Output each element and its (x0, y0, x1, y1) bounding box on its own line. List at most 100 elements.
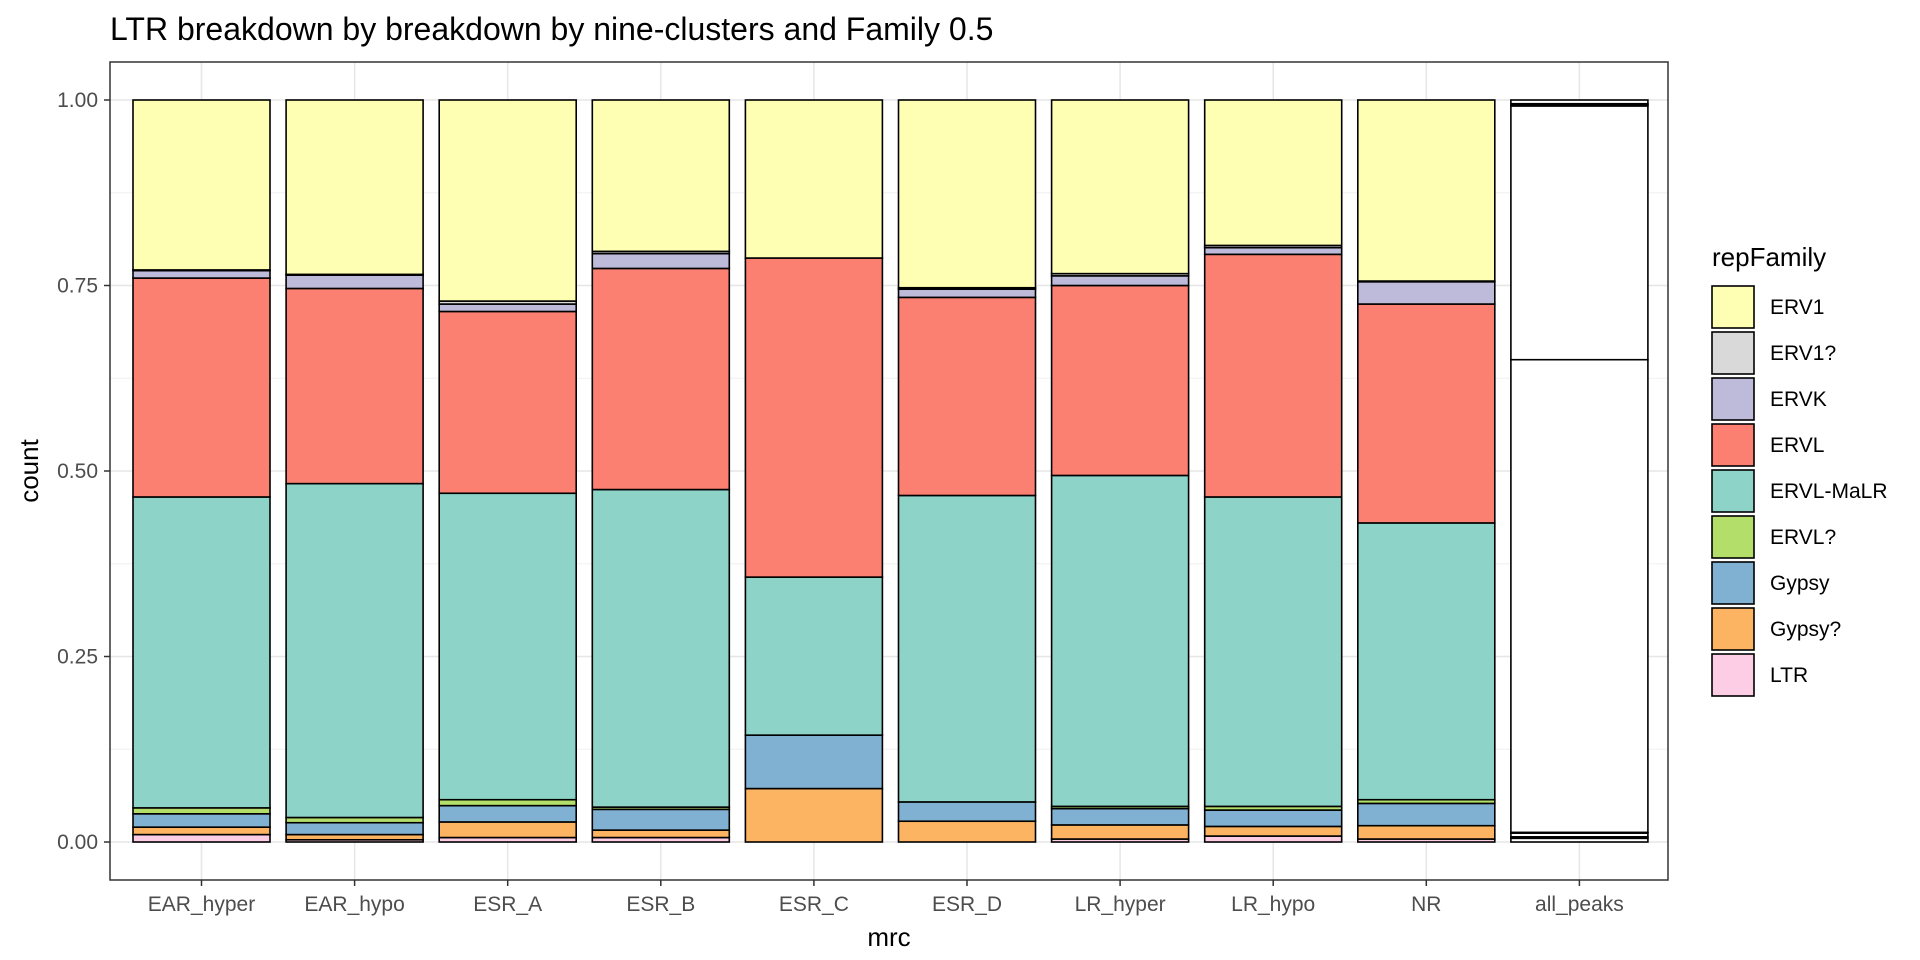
legend-item: ERV1 (1711, 285, 1824, 329)
legend-label: ERVL-MaLR (1770, 480, 1888, 503)
bar-segment-ervl-malr (897, 494, 1037, 803)
bar-stack-nr (1357, 99, 1496, 843)
bar-segment-ervl (744, 257, 884, 578)
bar-segment-ervl (897, 296, 1037, 497)
x-tick-label: EAR_hypo (304, 893, 404, 916)
legend-swatch (1711, 469, 1755, 513)
bar-segment-ltr (1203, 835, 1343, 843)
legend-swatch (1711, 377, 1755, 421)
y-axis-title: count (14, 438, 44, 502)
legend-title: repFamily (1712, 242, 1826, 272)
bar-segment-gypsy (897, 801, 1037, 823)
bar-segment-ervl-malr (1203, 496, 1343, 808)
legend-item: ERVL? (1711, 515, 1836, 559)
bar-segment-erv1 (744, 99, 884, 259)
y-tick-label: 0.00 (57, 831, 98, 854)
bar-segment-gypsy (438, 821, 578, 839)
legend-item: ERVL-MaLR (1711, 469, 1888, 513)
bar-segment-ervl (285, 287, 424, 485)
legend-label: ERVK (1770, 388, 1827, 411)
bar-segment-ervl (1357, 303, 1496, 524)
bar-stack-ear-hyper (132, 99, 271, 843)
x-axis-title: mrc (867, 922, 910, 952)
bar-segment-ervl (1510, 105, 1649, 361)
bar-segment-ervk (1357, 280, 1496, 305)
bar-segment-erv1 (1203, 99, 1343, 247)
bar-segment-ervl (438, 798, 578, 807)
bar-segment-erv1 (132, 99, 271, 271)
bar-stack-esr-c (744, 99, 884, 843)
legend-label: ERVL? (1770, 526, 1836, 549)
legend-swatch (1711, 423, 1755, 467)
bar-stack-esr-b (591, 99, 731, 843)
bar-segment-gypsy (744, 787, 884, 843)
bar-stack-esr-a (438, 99, 578, 843)
y-tick-label: 1.00 (57, 89, 98, 112)
legend-swatch (1711, 285, 1755, 329)
bar-segment-ervl (438, 310, 578, 495)
bar-stack-lr-hypo (1203, 99, 1343, 843)
bar-stack-lr-hyper (1050, 99, 1190, 843)
bar-segment-gypsy (132, 826, 271, 836)
bars (132, 99, 1649, 843)
bar-stack-ear-hypo (285, 99, 424, 843)
bar-segment-ervk (591, 252, 731, 270)
bar-segment-ervl (591, 267, 731, 491)
chart-title: LTR breakdown by breakdown by nine-clust… (110, 11, 993, 47)
x-tick-label: ESR_A (473, 893, 542, 916)
bar-segment-ervk (897, 288, 1037, 299)
legend-swatch (1711, 515, 1755, 559)
bar-segment-ervl (132, 277, 271, 498)
legend-item: LTR (1711, 653, 1808, 697)
bar-segment-ervl-malr (744, 576, 884, 736)
bar-segment-erv1 (591, 99, 731, 253)
legend-label: ERVL (1770, 434, 1824, 457)
y-axis: 0.00 0.25 0.50 0.75 1.00 (57, 89, 110, 854)
legend-item: Gypsy? (1711, 607, 1841, 651)
bar-segment-erv1 (1357, 99, 1496, 282)
bar-segment-ervl-malr (1510, 358, 1649, 834)
x-tick-label: ESR_B (626, 893, 695, 916)
bar-segment-ervk (1203, 246, 1343, 256)
legend-label: LTR (1770, 664, 1808, 687)
bar-stack-esr-d (897, 99, 1037, 843)
legend-item: ERVK (1711, 377, 1827, 421)
x-tick-label: all_peaks (1535, 893, 1624, 916)
bar-segment-ltr (132, 833, 271, 843)
bar-segment-ervk (132, 269, 271, 279)
x-tick-label: LR_hyper (1075, 893, 1166, 916)
bar-segment-gypsy (1203, 825, 1343, 837)
legend-swatch (1711, 653, 1755, 697)
legend-item: ERV1? (1711, 331, 1836, 375)
bar-segment-ervl-malr (132, 496, 271, 809)
bar-segment-erv1 (285, 99, 424, 276)
legend-swatch (1711, 331, 1755, 375)
bar-segment-gypsy (132, 813, 271, 828)
bar-segment-erv1 (1050, 99, 1190, 275)
bar-segment-gypsy (438, 804, 578, 823)
bar-segment-ervl-malr (1050, 474, 1190, 808)
bar-segment-gypsy (591, 808, 731, 831)
legend-label: ERV1 (1770, 296, 1824, 319)
bar-segment-gypsy (1050, 824, 1190, 840)
bar-stack-all-peaks (1510, 99, 1649, 843)
bar-segment-erv1 (897, 99, 1037, 289)
bar-segment-erv1 (1510, 99, 1649, 105)
bar-segment-erv1 (438, 99, 578, 302)
x-tick-label: EAR_hyper (148, 893, 255, 916)
legend-label: Gypsy (1770, 572, 1830, 595)
legend-swatch (1711, 607, 1755, 651)
legend-label: Gypsy? (1770, 618, 1841, 641)
bar-segment-ervk (1050, 275, 1190, 287)
bar-segment-gypsy (897, 820, 1037, 843)
x-tick-label: ESR_D (932, 893, 1002, 916)
y-tick-label: 0.25 (57, 646, 98, 669)
legend: repFamily ERV1 ERV1? ERVK ERVL ERVL-MaLR ERVL… (1711, 242, 1888, 697)
legend-item: ERVL (1711, 423, 1824, 467)
legend-item: Gypsy (1711, 561, 1830, 605)
bar-segment-gypsy (1357, 802, 1496, 827)
y-tick-label: 0.75 (57, 275, 98, 298)
bar-segment-ervl (1050, 284, 1190, 477)
bar-segment-gypsy (1357, 824, 1496, 840)
